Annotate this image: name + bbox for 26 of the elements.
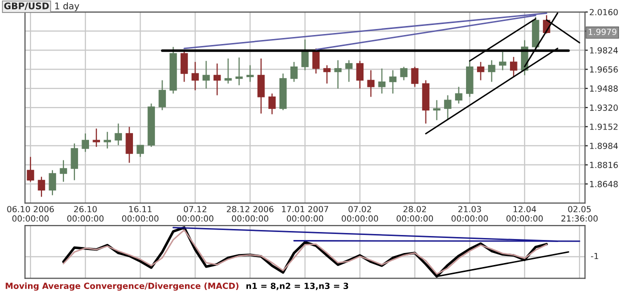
- x-tick-label: 07.12 00:00:00: [177, 206, 214, 222]
- text: Moving Average Convergence/Divergence (MACD): [6, 282, 238, 291]
- y-tick-label: 1.8648: [590, 180, 618, 188]
- chart-title: GBP/USD: [4, 2, 49, 10]
- y-tick-label: 1.9152: [590, 124, 618, 130]
- x-tick-label: 06.10 2006 00:00:00: [7, 206, 54, 222]
- y-tick-label: 2.0160: [590, 8, 618, 16]
- x-tick-label: 02.05 21:36:00: [561, 206, 598, 222]
- x-tick-label: 21.03 00:00:00: [452, 206, 488, 222]
- y-tick-label: 1.9656: [590, 66, 618, 73]
- y-tick-label: 1.9320: [590, 104, 618, 111]
- y-tick-label: 1.9488: [590, 85, 618, 92]
- x-tick-label: 26.10 00:00:00: [67, 206, 104, 222]
- y-tick-label: 1.8816: [590, 162, 618, 168]
- x-tick-label: 16.11 00:00:00: [122, 206, 158, 222]
- chart-subtitle: 1 day: [55, 2, 80, 12]
- x-tick-label: 28.12 2006 00:00:00: [226, 206, 274, 222]
- x-tick-label: 07.02 00:00:00: [342, 206, 378, 222]
- x-tick-label: 12.04 00:00:00: [506, 206, 543, 222]
- annotation: 1.9979: [588, 28, 616, 36]
- x-tick-label: 17.01 2007 00:00:00: [282, 206, 328, 222]
- text: n1 = 8,n2 = 13,n3 = 3: [246, 282, 348, 290]
- text: -1: [591, 252, 598, 260]
- y-tick-label: 1.8984: [590, 142, 618, 150]
- x-tick-label: 28.02 00:00:00: [396, 206, 433, 222]
- y-tick-label: 1.9824: [590, 47, 618, 54]
